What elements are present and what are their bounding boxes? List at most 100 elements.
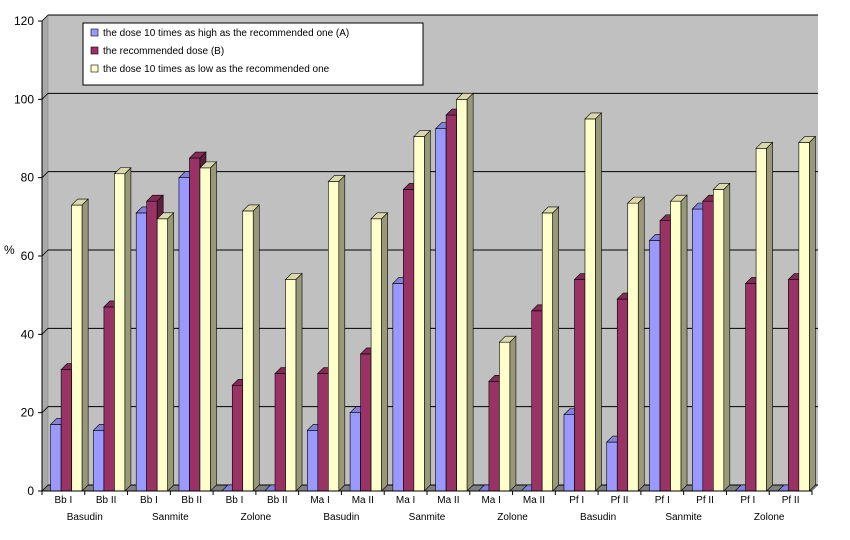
bar-front [360,353,372,492]
x-category-labels: Bb I Bb II Bb I Bb II Bb I Bb II Ma I Ma II Ma I… [41,491,813,506]
x-group-label: Zolone [497,512,528,523]
bar-front [499,341,511,492]
y-tick-label: 120 [14,14,34,28]
bar-side [210,161,217,492]
bar-front [435,128,447,492]
y-tick-label: 80 [21,171,35,185]
x-group-label: Sanmite [152,512,189,523]
bar-side [381,212,388,492]
gridline-wall [41,249,49,257]
bar-front [146,200,158,492]
bars [49,92,817,492]
x-category-label: Bb II [267,495,288,506]
bar-side [809,135,816,492]
bar-front [670,200,682,492]
legend-swatch [90,46,99,55]
bar-front [403,189,415,492]
bar-front [60,369,72,492]
x-group-labels: Basudin Sanmite Zolone Basudin Sanmite Zolone… [67,512,785,523]
bar-side [81,198,89,492]
bar-side [637,196,645,492]
x-category-label: Pf II [782,495,800,506]
bar [242,204,260,492]
legend-box [82,22,424,86]
bar-front [328,181,340,492]
gridline-wall [41,484,49,492]
y-tick-label: 60 [21,249,35,263]
bar-front [50,424,62,492]
bar-front [317,373,329,492]
bar-front [531,310,543,492]
bar-front [606,441,618,492]
x-category-label: Ma II [437,495,459,506]
bar-front [649,240,661,492]
x-category-label: Ma I [396,495,415,506]
legend-label: the dose 10 times as high as the recomme… [103,28,349,39]
bar [712,182,731,492]
bar [199,161,218,492]
y-tick-label: 40 [21,327,35,341]
bar-front [713,189,725,492]
x-category-label: Ma I [481,495,500,506]
bar [284,272,303,492]
bar-front [445,114,457,492]
bar-front [285,279,297,492]
x-group-label: Basudin [580,512,616,523]
bar-front [745,283,757,492]
bar-side [766,141,773,492]
x-category-label: Bb II [181,495,202,506]
bar-front [392,283,404,492]
bar-front [178,177,190,492]
bar [327,174,346,492]
y-tick-label: 20 [21,406,35,420]
bar-side [124,167,132,492]
x-group-label: Basudin [323,512,359,523]
x-group-label: Sanmite [665,512,702,523]
legend-swatch [90,28,99,37]
bar [627,196,645,492]
y-tick-labels: 0 20 40 60 80 100 120 [14,14,34,498]
bar [498,335,517,492]
x-category-label: Pf II [696,495,714,506]
bar-front [692,208,704,492]
legend: the dose 10 times as high as the recomme… [82,22,424,86]
x-category-label: Bb II [96,495,117,506]
y-axis-label: % [4,243,15,257]
x-category-label: Pf I [740,495,755,506]
gridlines [38,14,818,492]
bar-front [199,167,211,492]
x-group-label: Basudin [67,512,103,523]
bar-front [659,220,671,492]
bar-front [189,157,201,492]
bar-side [167,212,174,492]
bar-side [252,204,260,492]
bar-side [509,335,517,492]
gridline-wall [41,406,49,413]
x-category-label: Bb I [140,495,158,506]
bar [113,167,132,492]
x-category-label: Ma I [310,495,329,506]
bar-front [584,118,596,492]
legend-swatch [90,64,99,73]
bar-front [370,218,382,492]
bar [584,112,603,492]
x-category-label: Bb I [54,495,72,506]
y-tick-label: 100 [14,92,34,106]
bar-front [788,279,800,492]
x-category-label: Ma II [352,495,374,506]
bar-side [723,182,731,492]
x-group-label: Zolone [241,512,272,523]
bar-front [231,384,244,492]
bar-side [552,206,559,492]
bar-front [93,429,105,492]
bar-front [488,381,500,492]
bar-front [114,173,126,492]
bar-side [424,129,431,492]
bar-side [466,92,474,492]
legend-label: the recommended dose (B) [103,46,224,57]
bar-front [456,99,468,492]
bar-side [595,112,602,492]
x-category-label: Pf II [611,495,629,506]
x-category-label: Pf I [655,495,670,506]
